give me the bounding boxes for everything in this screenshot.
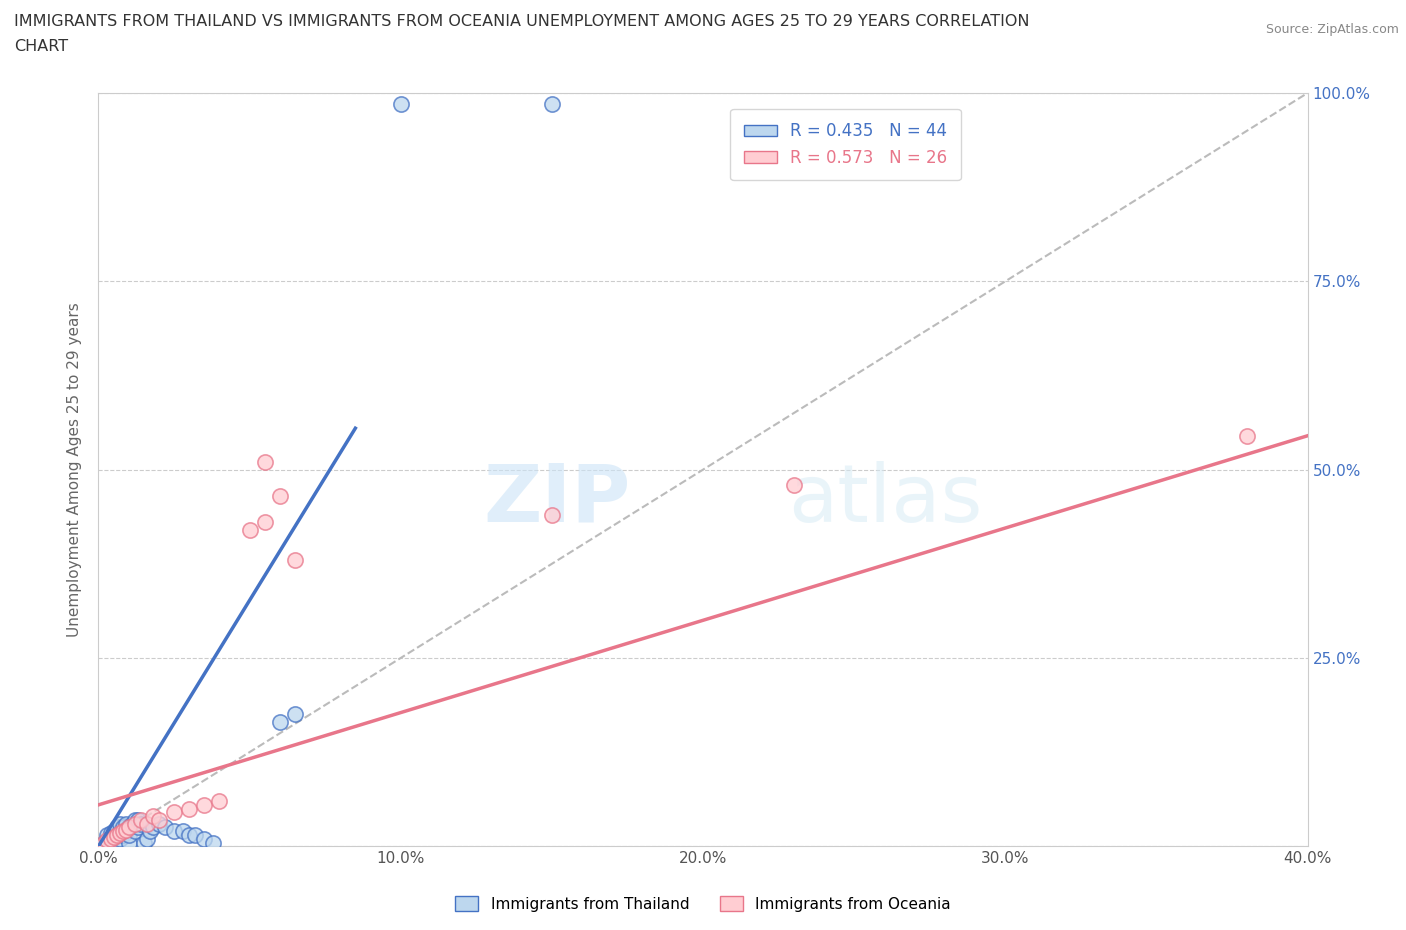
Point bbox=[103, 830, 125, 844]
Point bbox=[93, 835, 115, 850]
Point bbox=[163, 824, 186, 839]
Point bbox=[1236, 429, 1258, 444]
Point bbox=[103, 830, 125, 844]
Point bbox=[124, 817, 146, 831]
Point bbox=[121, 817, 143, 831]
Y-axis label: Unemployment Among Ages 25 to 29 years: Unemployment Among Ages 25 to 29 years bbox=[67, 302, 83, 637]
Point bbox=[108, 824, 131, 839]
Point bbox=[103, 835, 125, 850]
Point bbox=[193, 797, 215, 812]
Point bbox=[105, 828, 128, 843]
Point bbox=[114, 824, 136, 839]
Point bbox=[100, 825, 122, 840]
Point bbox=[142, 809, 165, 824]
Text: ZIP: ZIP bbox=[484, 460, 630, 538]
Point bbox=[783, 477, 806, 492]
Point bbox=[124, 824, 146, 839]
Point bbox=[202, 835, 225, 850]
Point bbox=[118, 828, 141, 843]
Point bbox=[93, 835, 115, 850]
Point bbox=[540, 97, 562, 112]
Point bbox=[114, 817, 136, 831]
Point bbox=[540, 508, 562, 523]
Point bbox=[124, 813, 146, 828]
Point bbox=[208, 793, 231, 808]
Point bbox=[114, 822, 136, 837]
Point bbox=[105, 820, 128, 835]
Point bbox=[135, 831, 157, 846]
Point bbox=[105, 833, 128, 848]
Point bbox=[118, 820, 141, 835]
Point bbox=[129, 817, 152, 831]
Point bbox=[269, 714, 291, 729]
Point bbox=[148, 817, 170, 831]
Point bbox=[179, 828, 201, 843]
Point bbox=[142, 820, 165, 835]
Point bbox=[148, 813, 170, 828]
Point bbox=[108, 817, 131, 831]
Point bbox=[100, 831, 122, 846]
Point bbox=[163, 805, 186, 820]
Point bbox=[118, 820, 141, 835]
Text: Source: ZipAtlas.com: Source: ZipAtlas.com bbox=[1265, 23, 1399, 36]
Legend: Immigrants from Thailand, Immigrants from Oceania: Immigrants from Thailand, Immigrants fro… bbox=[450, 889, 956, 918]
Point bbox=[184, 828, 207, 843]
Point bbox=[253, 455, 276, 470]
Point bbox=[127, 813, 149, 828]
Point bbox=[132, 835, 155, 850]
Point bbox=[111, 820, 134, 835]
Point bbox=[100, 831, 122, 846]
Point bbox=[193, 831, 215, 846]
Point bbox=[179, 802, 201, 817]
Point bbox=[108, 831, 131, 846]
Point bbox=[118, 835, 141, 850]
Point bbox=[103, 824, 125, 839]
Point bbox=[100, 835, 122, 850]
Text: CHART: CHART bbox=[14, 39, 67, 54]
Point bbox=[129, 813, 152, 828]
Point bbox=[127, 820, 149, 835]
Point bbox=[96, 833, 118, 848]
Point bbox=[111, 824, 134, 839]
Point bbox=[96, 833, 118, 848]
Point bbox=[253, 515, 276, 530]
Point bbox=[135, 817, 157, 831]
Point bbox=[153, 820, 176, 835]
Point bbox=[389, 97, 412, 112]
Text: IMMIGRANTS FROM THAILAND VS IMMIGRANTS FROM OCEANIA UNEMPLOYMENT AMONG AGES 25 T: IMMIGRANTS FROM THAILAND VS IMMIGRANTS F… bbox=[14, 14, 1029, 29]
Point bbox=[284, 552, 307, 567]
Text: atlas: atlas bbox=[787, 460, 981, 538]
Point bbox=[269, 488, 291, 503]
Point bbox=[96, 828, 118, 843]
Point bbox=[284, 707, 307, 722]
Point bbox=[139, 824, 162, 839]
Point bbox=[239, 523, 262, 538]
Legend: R = 0.435   N = 44, R = 0.573   N = 26: R = 0.435 N = 44, R = 0.573 N = 26 bbox=[730, 109, 960, 179]
Point bbox=[172, 824, 194, 839]
Point bbox=[105, 828, 128, 843]
Point bbox=[111, 828, 134, 843]
Point bbox=[108, 825, 131, 840]
